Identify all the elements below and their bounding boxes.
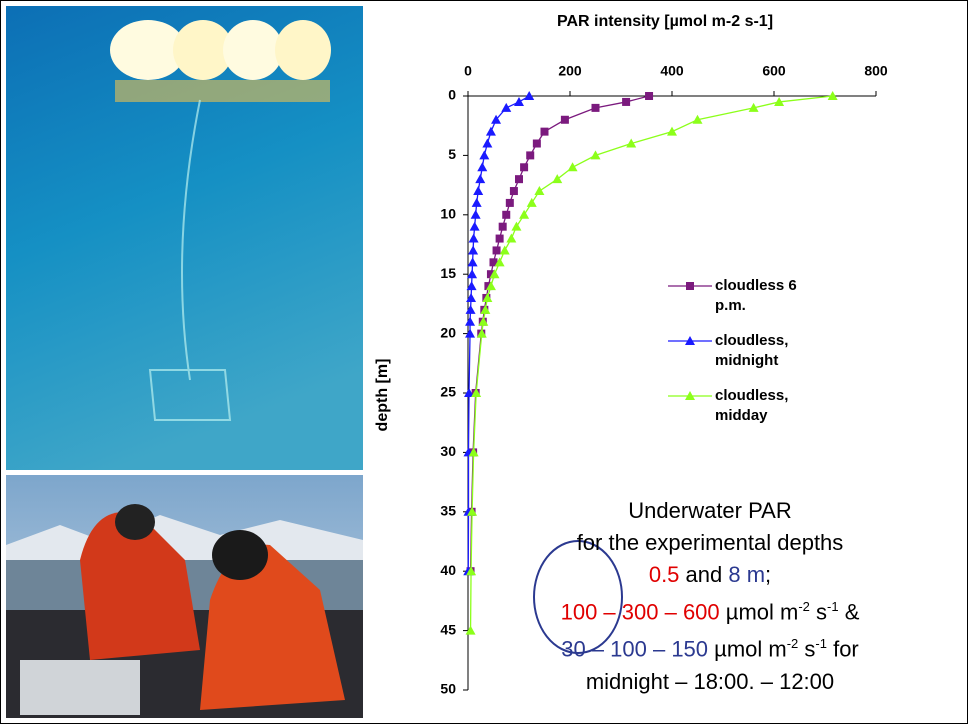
point <box>502 211 510 219</box>
point <box>468 257 478 266</box>
point <box>467 269 477 278</box>
x-tick-label: 800 <box>864 63 888 79</box>
photo-sea <box>6 6 363 470</box>
point <box>470 222 480 231</box>
legend-label: cloudless, midnight <box>715 331 815 371</box>
point <box>686 282 694 290</box>
point <box>496 235 504 243</box>
y-tick-label: 0 <box>448 87 456 103</box>
point <box>510 187 518 195</box>
y-axis-label: depth [m] <box>374 359 391 432</box>
legend-label: cloudless 6 p.m. <box>715 276 815 316</box>
point <box>519 210 529 219</box>
point <box>486 127 496 136</box>
annotation-text: and <box>679 562 728 587</box>
x-tick-label: 0 <box>464 63 472 79</box>
point <box>506 199 514 207</box>
y-tick-label: 40 <box>440 562 456 578</box>
point <box>520 163 528 171</box>
photo-boat <box>6 475 363 718</box>
point <box>499 223 507 231</box>
point <box>534 186 544 195</box>
annotation-line: 100 – 300 – 600 µmol m-2 s-1 & <box>500 591 920 628</box>
annotation-text: for the experimental depths <box>577 530 844 555</box>
y-tick-label: 30 <box>440 443 456 459</box>
point <box>465 317 475 326</box>
y-tick-label: 15 <box>440 265 456 281</box>
point <box>472 198 482 207</box>
y-tick-label: 10 <box>440 206 456 222</box>
annotation-text: midnight – 18:00. – 12:00 <box>586 669 834 694</box>
annotation-text: 0.5 <box>649 562 680 587</box>
annotation-line: 30 – 100 – 150 µmol m-2 s-1 for <box>500 628 920 665</box>
point <box>479 150 489 159</box>
x-tick-label: 400 <box>660 63 684 79</box>
annotation-text: 30 – 100 – 150 <box>561 637 708 662</box>
annotation-text: ; <box>765 562 771 587</box>
point <box>473 186 483 195</box>
y-tick-label: 45 <box>440 621 456 637</box>
point <box>514 97 524 106</box>
point <box>501 103 511 112</box>
annotation-text: -2 <box>787 636 799 651</box>
point <box>511 222 521 231</box>
point <box>477 162 487 171</box>
point <box>466 305 476 314</box>
annotation-text: 8 m <box>728 562 765 587</box>
y-tick-label: 5 <box>448 146 456 162</box>
point <box>527 198 537 207</box>
slide: PAR intensity [µmol m-2 s-1] depth [m] 0… <box>0 0 968 724</box>
point <box>475 174 485 183</box>
annotation-line: midnight – 18:00. – 12:00 <box>500 666 920 698</box>
legend-label: cloudless, midday <box>715 386 815 426</box>
annotation-text: 100 – 300 – 600 <box>561 599 720 624</box>
annotation: Underwater PAR for the experimental depth… <box>500 495 920 698</box>
point <box>622 98 630 106</box>
point <box>533 140 541 148</box>
point <box>500 245 510 254</box>
y-tick-label: 25 <box>440 384 456 400</box>
annotation-text: Underwater PAR <box>628 498 791 523</box>
x-tick-label: 200 <box>558 63 582 79</box>
point <box>645 92 653 100</box>
point <box>515 175 523 183</box>
annotation-text: s <box>810 599 827 624</box>
point <box>526 151 534 159</box>
point <box>468 245 478 254</box>
annotation-text: µmol m <box>708 637 787 662</box>
point <box>541 128 549 136</box>
annotation-line: Underwater PAR <box>500 495 920 527</box>
chart-title: PAR intensity [µmol m-2 s-1] <box>557 13 773 30</box>
point <box>568 162 578 171</box>
point <box>506 234 516 243</box>
annotation-text: & <box>839 599 860 624</box>
annotation-line: 0.5 and 8 m; <box>500 559 920 591</box>
annotation-text: -1 <box>827 599 839 614</box>
point <box>552 174 562 183</box>
point <box>592 104 600 112</box>
point <box>493 246 501 254</box>
point <box>469 234 479 243</box>
y-tick-label: 20 <box>440 324 456 340</box>
point <box>471 210 481 219</box>
point <box>482 139 492 148</box>
y-tick-label: 35 <box>440 503 456 519</box>
annotation-text: µmol m <box>720 599 799 624</box>
annotation-line: for the experimental depths <box>500 527 920 559</box>
x-tick-label: 600 <box>762 63 786 79</box>
annotation-text: -1 <box>815 636 827 651</box>
point <box>561 116 569 124</box>
annotation-text: for <box>827 637 859 662</box>
annotation-text: -2 <box>798 599 810 614</box>
annotation-text: s <box>798 637 815 662</box>
point <box>667 127 677 136</box>
y-tick-label: 50 <box>440 681 456 697</box>
